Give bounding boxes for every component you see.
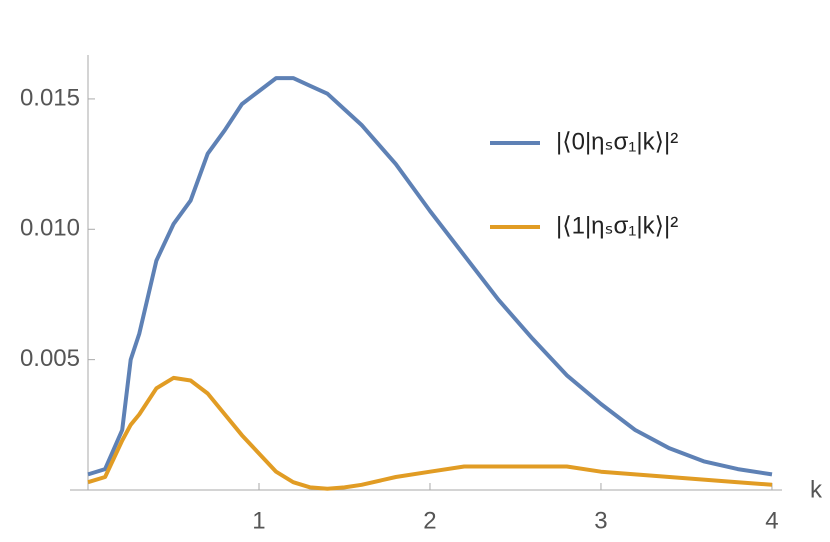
y-tick-label: 0.010 — [20, 215, 80, 242]
y-tick-label: 0.005 — [20, 345, 80, 372]
x-tick-label: 1 — [252, 507, 265, 534]
series-line — [87, 375, 773, 491]
legend-label: |⟨1|ηₛσ₁|k⟩|² — [556, 212, 678, 239]
x-tick-label: 2 — [423, 507, 436, 534]
series-line — [87, 76, 773, 477]
x-tick-label: 3 — [594, 507, 607, 534]
y-tick-label: 0.015 — [20, 84, 80, 111]
x-tick-label: 4 — [765, 507, 778, 534]
legend-label: |⟨0|ηₛσ₁|k⟩|² — [556, 128, 678, 155]
x-axis-label: k — [810, 476, 823, 503]
